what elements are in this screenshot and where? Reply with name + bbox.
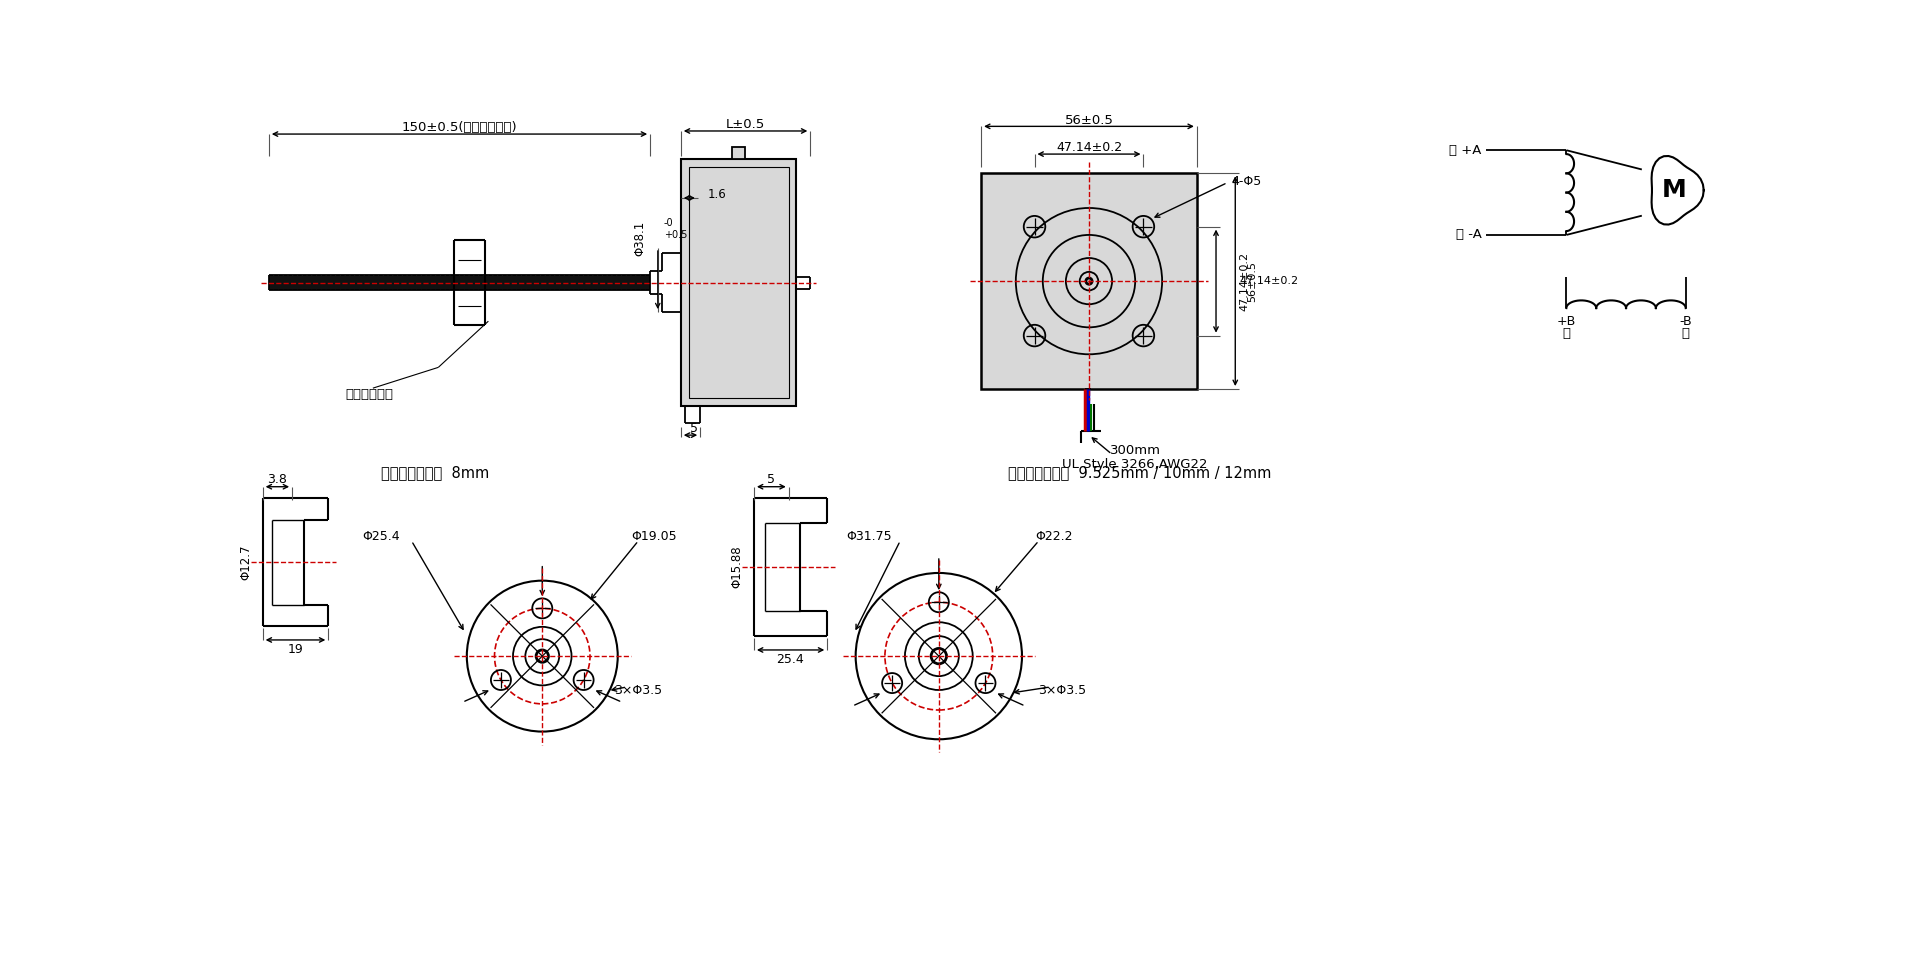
Bar	[733, 147, 744, 159]
Text: L±0.5: L±0.5	[727, 118, 765, 132]
Text: 5: 5	[690, 423, 698, 435]
Text: 3×Φ3.5: 3×Φ3.5	[615, 684, 663, 697]
Text: 梯型丝杠直径：  8mm: 梯型丝杠直径： 8mm	[380, 466, 490, 480]
Polygon shape	[1652, 156, 1704, 224]
Text: -0
+0.5: -0 +0.5	[663, 218, 686, 239]
Text: Φ38.1: Φ38.1	[632, 221, 646, 256]
Text: 外部线性螺母: 外部线性螺母	[345, 387, 393, 401]
Text: 47.14±0.2: 47.14±0.2	[1057, 142, 1122, 154]
Text: Φ25.4: Φ25.4	[362, 530, 399, 544]
Text: Φ31.75: Φ31.75	[846, 530, 893, 544]
Text: M: M	[1662, 179, 1687, 202]
Text: 47.14±0.2: 47.14±0.2	[1240, 276, 1298, 286]
Text: 黑: 黑	[1681, 327, 1689, 340]
Text: Φ19.05: Φ19.05	[630, 530, 677, 544]
Text: 红 +A: 红 +A	[1450, 143, 1483, 157]
Text: 1.6: 1.6	[708, 187, 727, 201]
Text: 4-Φ5: 4-Φ5	[1232, 175, 1261, 187]
Text: Φ15.88: Φ15.88	[731, 546, 744, 589]
Text: 150±0.5(可自定义长度): 150±0.5(可自定义长度)	[401, 121, 517, 134]
Text: 绿: 绿	[1562, 327, 1571, 340]
Text: Φ22.2: Φ22.2	[1035, 530, 1074, 544]
Bar	[268, 275, 650, 291]
Text: 蓝 -A: 蓝 -A	[1456, 228, 1483, 241]
Text: 25.4: 25.4	[777, 653, 804, 666]
Bar	[681, 159, 796, 406]
Text: 5: 5	[767, 472, 775, 485]
Text: 47.14±0.2: 47.14±0.2	[1240, 252, 1249, 310]
Text: +B: +B	[1556, 315, 1575, 329]
Bar	[688, 167, 789, 398]
Text: 300mm: 300mm	[1111, 444, 1161, 457]
Text: 19: 19	[287, 642, 303, 656]
Text: 梯型丝杠直径：  9.525mm / 10mm / 12mm: 梯型丝杠直径： 9.525mm / 10mm / 12mm	[1008, 466, 1271, 480]
Text: Φ12.7: Φ12.7	[239, 545, 253, 580]
Text: 3.8: 3.8	[268, 472, 287, 485]
Text: -B: -B	[1679, 315, 1693, 329]
Bar	[981, 174, 1197, 388]
Text: 56±0.5: 56±0.5	[1064, 113, 1112, 127]
Text: 3×Φ3.5: 3×Φ3.5	[1037, 684, 1085, 697]
Text: 56±0.5: 56±0.5	[1247, 261, 1257, 302]
Text: UL Style 3266,AWG22: UL Style 3266,AWG22	[1062, 458, 1209, 470]
